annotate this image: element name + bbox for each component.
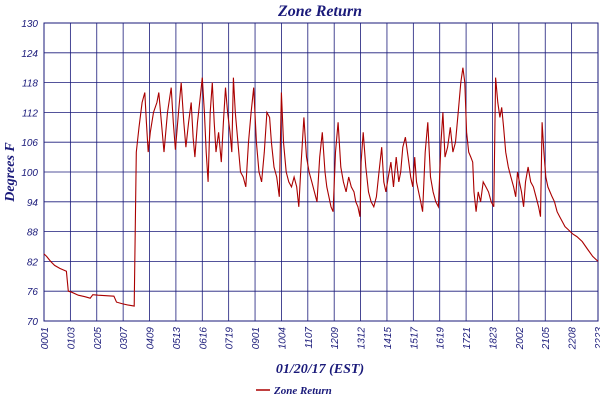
x-tick-label: 0205 [93, 327, 104, 350]
x-tick-label: 0001 [40, 327, 51, 349]
x-tick-label: 2223 [594, 327, 600, 351]
series-zone-return-line [43, 67, 599, 307]
x-axis-label: 01/20/17 (EST) [276, 362, 364, 377]
x-tick-label: 1415 [383, 327, 394, 350]
x-tick-label: 2002 [515, 327, 526, 351]
x-tick-label: 0513 [172, 327, 183, 350]
y-tick-label: 106 [21, 138, 38, 149]
x-axis-ticks: 0001 0103 0205 0307 0409 0513 0616 0719 0901 1004… [40, 327, 600, 351]
y-tick-label: 124 [21, 49, 38, 60]
x-tick-label: 0719 [225, 327, 236, 350]
y-axis-label: Degrees F [3, 142, 18, 203]
y-tick-label: 94 [27, 198, 39, 209]
y-tick-label: 88 [27, 228, 39, 239]
x-tick-label: 2105 [541, 327, 552, 351]
x-tick-label: 0616 [198, 327, 209, 350]
y-tick-label: 130 [21, 19, 38, 30]
x-tick-label: 1209 [330, 327, 341, 350]
x-tick-label: 1823 [488, 327, 499, 350]
x-tick-label: 1619 [436, 327, 447, 350]
chart-title: Zone Return [277, 3, 362, 20]
x-tick-label: 0901 [251, 327, 262, 349]
x-tick-label: 0409 [146, 327, 157, 350]
x-tick-label: 0103 [66, 327, 77, 350]
plot-grid [43, 22, 599, 322]
y-axis-ticks: 70 76 82 88 94 100 106 112 118 124 130 [21, 19, 38, 328]
legend-label: Zone Return [273, 385, 332, 397]
y-tick-label: 112 [22, 108, 38, 119]
y-tick-label: 118 [22, 79, 38, 90]
x-tick-label: 2208 [568, 327, 579, 351]
x-tick-label: 1107 [304, 327, 315, 349]
y-tick-label: 70 [27, 317, 39, 328]
x-tick-label: 1517 [409, 327, 420, 350]
y-tick-label: 82 [27, 257, 39, 268]
y-tick-label: 100 [21, 168, 38, 179]
x-tick-label: 1312 [357, 327, 368, 350]
x-tick-label: 1721 [462, 327, 473, 349]
legend: Zone Return [256, 385, 332, 397]
x-tick-label: 1004 [277, 327, 288, 350]
x-tick-label: 0307 [119, 327, 130, 350]
y-tick-label: 76 [27, 287, 39, 298]
